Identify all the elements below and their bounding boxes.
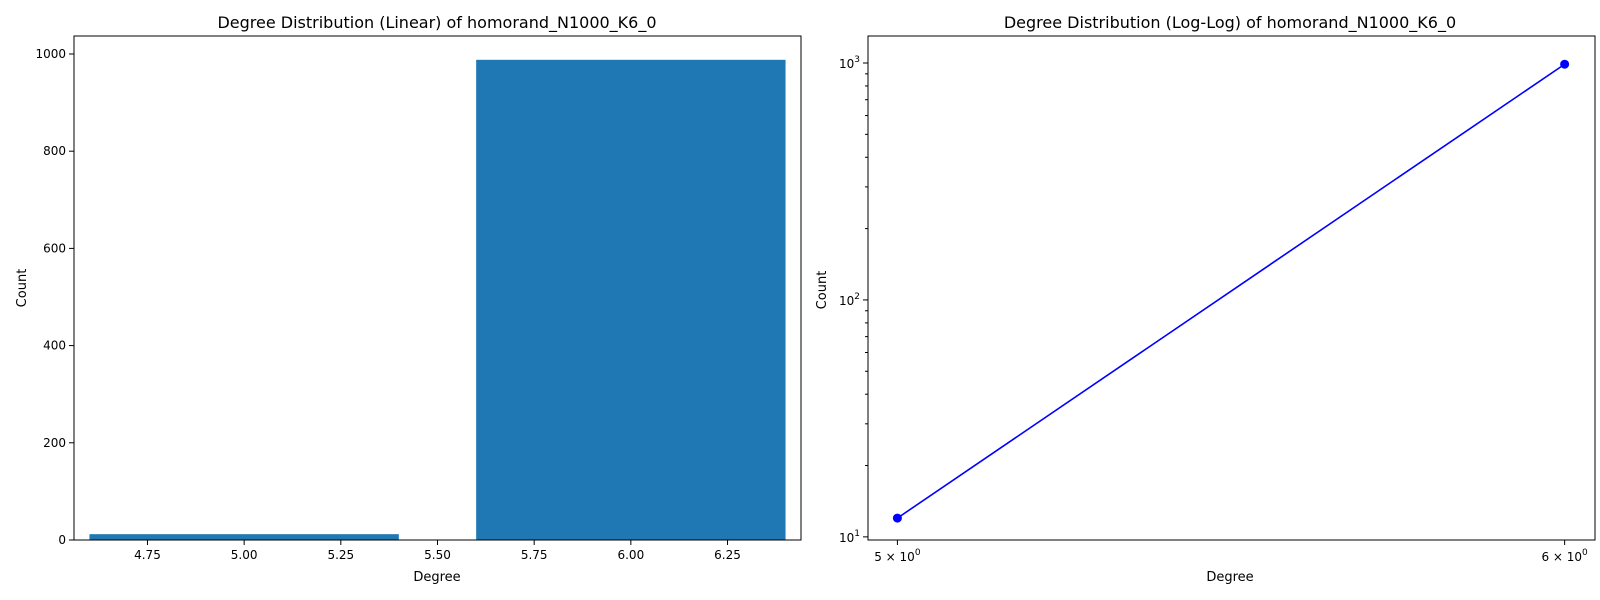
linear-plot-frame — [73, 35, 802, 541]
loglog-x-axis-label: Degree — [1206, 570, 1253, 585]
bar-degree-6 — [476, 59, 786, 540]
x-tick-label: 6.00 — [617, 548, 644, 562]
point-degree-6 — [1560, 59, 1570, 69]
x-tick-label: 5.50 — [424, 548, 451, 562]
linear-y-axis-label: Count — [15, 269, 30, 308]
x-tick-label: 5.00 — [231, 548, 258, 562]
y-tick-label: 200 — [43, 436, 66, 450]
tick-label: 5 × 100 — [874, 548, 921, 564]
y-tick-label: 1000 — [35, 47, 66, 61]
linear-bars — [89, 59, 786, 540]
tick-label: 102 — [839, 292, 860, 308]
loglog-y-ticks: 101 102 103 — [839, 55, 868, 545]
point-degree-5 — [892, 513, 902, 523]
x-tick-label: 6.25 — [714, 548, 741, 562]
loglog-x-ticks: 5 × 100 6 × 100 — [874, 540, 1588, 564]
loglog-line — [896, 63, 1566, 519]
linear-chart-title: Degree Distribution (Linear) of homorand… — [217, 13, 656, 33]
loglog-series — [892, 59, 1570, 523]
x-tick-label: 4.75 — [134, 548, 161, 562]
y-tick-label: 800 — [43, 144, 66, 158]
loglog-y-axis-label: Count — [815, 271, 830, 310]
x-tick-label: 5.75 — [521, 548, 548, 562]
tick-label: 101 — [839, 529, 860, 545]
tick-label: 6 × 100 — [1541, 548, 1588, 564]
y-tick-label: 600 — [43, 241, 66, 255]
loglog-chart: Degree Distribution (Log-Log) of homoran… — [815, 13, 1596, 585]
y-tick-label: 400 — [43, 339, 66, 353]
x-tick-label: 5.25 — [327, 548, 354, 562]
linear-x-axis-label: Degree — [413, 570, 460, 585]
linear-x-ticks: 4.75 5.00 5.25 5.50 5.75 6.00 6.25 — [134, 540, 741, 562]
tick-label: 103 — [839, 55, 860, 71]
linear-chart: Degree Distribution (Linear) of homorand… — [15, 13, 802, 585]
linear-y-ticks: 0 200 400 600 800 1000 — [35, 47, 74, 547]
bar-degree-5 — [89, 534, 399, 540]
loglog-plot-frame — [867, 35, 1596, 541]
y-tick-label: 0 — [58, 533, 66, 547]
loglog-chart-title: Degree Distribution (Log-Log) of homoran… — [1004, 13, 1456, 33]
